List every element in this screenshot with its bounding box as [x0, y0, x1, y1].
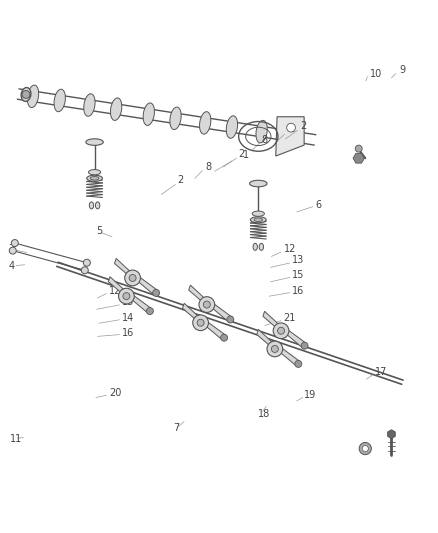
Ellipse shape: [95, 202, 100, 209]
Ellipse shape: [21, 87, 31, 101]
Text: 16: 16: [122, 328, 134, 338]
Text: 16: 16: [292, 286, 304, 295]
Circle shape: [129, 274, 136, 281]
Text: 1: 1: [289, 124, 295, 134]
Circle shape: [22, 91, 30, 99]
Ellipse shape: [90, 176, 99, 180]
Ellipse shape: [27, 85, 39, 108]
Text: 8: 8: [262, 135, 268, 145]
Ellipse shape: [283, 125, 294, 147]
Text: 2: 2: [177, 175, 184, 185]
Ellipse shape: [87, 175, 102, 181]
Text: 12: 12: [284, 244, 296, 254]
Text: 17: 17: [375, 367, 388, 377]
Circle shape: [11, 239, 18, 247]
Circle shape: [199, 297, 215, 312]
Ellipse shape: [143, 103, 155, 125]
Text: 11: 11: [11, 434, 22, 444]
Ellipse shape: [110, 98, 122, 120]
Text: 5: 5: [96, 225, 102, 236]
Text: 14: 14: [122, 313, 134, 323]
Polygon shape: [134, 274, 157, 296]
Text: 20: 20: [109, 388, 121, 398]
Text: 15: 15: [292, 270, 305, 280]
Polygon shape: [276, 117, 304, 156]
Circle shape: [267, 341, 283, 357]
Circle shape: [278, 327, 285, 334]
Ellipse shape: [88, 169, 101, 175]
Ellipse shape: [200, 112, 211, 134]
Ellipse shape: [86, 139, 103, 146]
Circle shape: [355, 145, 362, 152]
Circle shape: [83, 259, 90, 266]
Polygon shape: [128, 293, 151, 314]
Polygon shape: [203, 319, 225, 341]
Circle shape: [81, 267, 88, 274]
Circle shape: [146, 308, 153, 314]
Text: 1: 1: [243, 150, 249, 160]
Circle shape: [301, 342, 308, 349]
Circle shape: [197, 319, 204, 326]
Text: 4: 4: [9, 261, 15, 271]
Ellipse shape: [84, 94, 95, 116]
Text: 21: 21: [284, 313, 296, 323]
Circle shape: [273, 323, 289, 338]
Polygon shape: [108, 277, 126, 295]
Ellipse shape: [89, 202, 94, 209]
Circle shape: [193, 315, 208, 330]
Circle shape: [9, 247, 16, 254]
Circle shape: [359, 442, 371, 455]
Circle shape: [123, 293, 130, 300]
Polygon shape: [353, 154, 364, 163]
Ellipse shape: [250, 180, 267, 187]
Polygon shape: [183, 303, 200, 322]
Polygon shape: [257, 329, 274, 348]
Polygon shape: [209, 301, 231, 322]
Ellipse shape: [259, 244, 264, 251]
Text: 7: 7: [173, 423, 180, 433]
Ellipse shape: [256, 120, 267, 143]
Text: 13: 13: [122, 297, 134, 308]
Polygon shape: [114, 259, 132, 277]
Polygon shape: [388, 430, 395, 439]
Text: 13: 13: [292, 255, 304, 265]
Circle shape: [125, 270, 141, 286]
Circle shape: [295, 360, 302, 367]
Text: 9: 9: [399, 65, 405, 75]
Circle shape: [203, 301, 210, 308]
Circle shape: [221, 334, 228, 341]
Text: 10: 10: [370, 69, 382, 78]
Ellipse shape: [252, 211, 265, 216]
Text: 12: 12: [109, 286, 121, 295]
Circle shape: [287, 123, 295, 132]
Polygon shape: [263, 311, 280, 330]
Text: 8: 8: [205, 162, 211, 172]
Text: 6: 6: [315, 199, 321, 209]
Polygon shape: [189, 285, 206, 304]
Text: 2: 2: [300, 121, 306, 131]
Text: 19: 19: [304, 390, 316, 400]
Polygon shape: [283, 327, 306, 349]
Ellipse shape: [253, 244, 258, 251]
Circle shape: [227, 316, 234, 323]
Ellipse shape: [226, 116, 237, 138]
Ellipse shape: [254, 218, 263, 222]
Ellipse shape: [54, 89, 65, 112]
Circle shape: [152, 289, 159, 296]
Text: 2: 2: [239, 149, 245, 159]
Ellipse shape: [251, 217, 266, 223]
Text: 18: 18: [258, 409, 271, 419]
Ellipse shape: [170, 107, 181, 130]
Circle shape: [362, 446, 368, 451]
Circle shape: [119, 288, 134, 304]
Circle shape: [272, 345, 278, 352]
Text: 3: 3: [9, 244, 15, 254]
Polygon shape: [277, 345, 299, 367]
